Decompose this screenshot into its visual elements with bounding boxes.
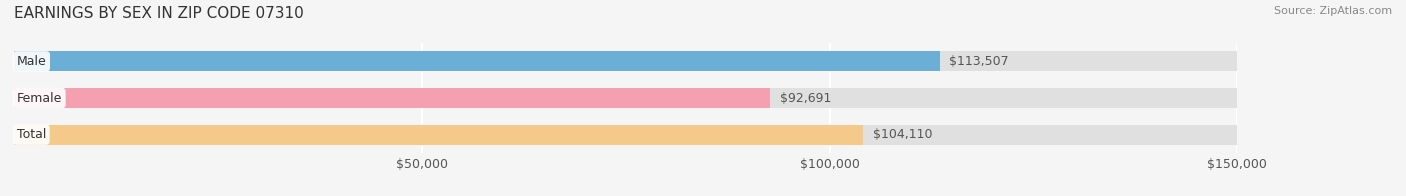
Text: Total: Total bbox=[17, 128, 46, 141]
Text: EARNINGS BY SEX IN ZIP CODE 07310: EARNINGS BY SEX IN ZIP CODE 07310 bbox=[14, 6, 304, 21]
Text: Female: Female bbox=[17, 92, 62, 104]
Bar bbox=[14, 88, 1237, 108]
Bar bbox=[14, 51, 1237, 72]
Bar bbox=[14, 88, 770, 108]
Text: $104,110: $104,110 bbox=[873, 128, 932, 141]
Bar bbox=[14, 51, 939, 72]
Text: $92,691: $92,691 bbox=[780, 92, 831, 104]
Text: Source: ZipAtlas.com: Source: ZipAtlas.com bbox=[1274, 6, 1392, 16]
Bar bbox=[14, 124, 1237, 145]
Text: $113,507: $113,507 bbox=[949, 55, 1010, 68]
Text: Male: Male bbox=[17, 55, 46, 68]
Bar bbox=[14, 124, 863, 145]
